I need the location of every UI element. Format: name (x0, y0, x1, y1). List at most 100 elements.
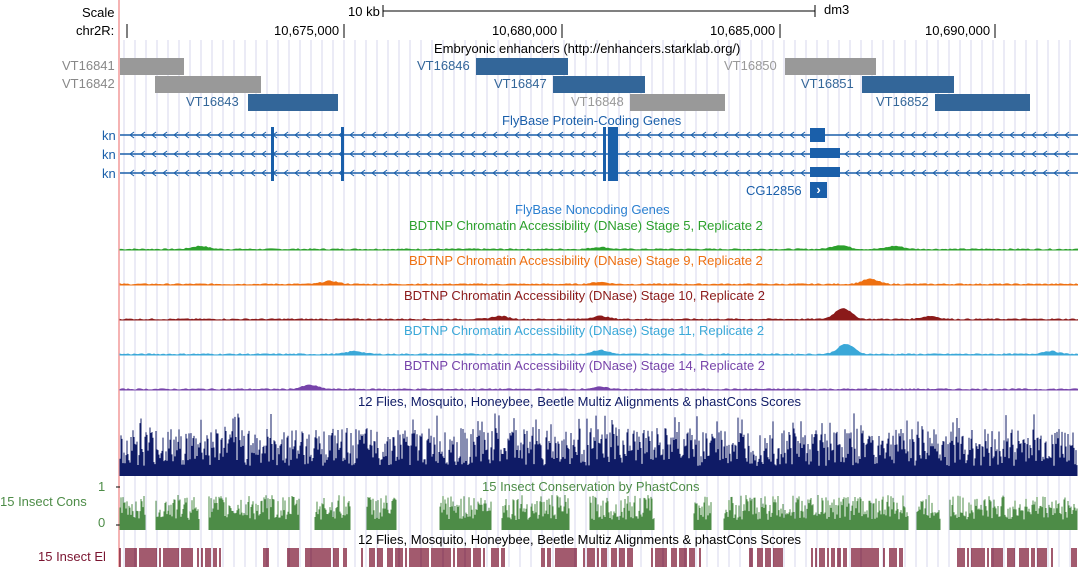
tick-label: 10,675,000 (274, 23, 340, 38)
elements-left-label[interactable]: 15 Insect El (38, 549, 106, 564)
phastcons-track-title[interactable]: 15 Insect Conservation by PhastCons (482, 479, 700, 494)
strand-arrow (1020, 150, 1026, 158)
phastcons-max-label: 1 (98, 479, 106, 494)
strand-arrow (778, 131, 784, 139)
strand-arrow (723, 169, 729, 177)
strand-arrow (514, 131, 520, 139)
noncoding-track-title[interactable]: FlyBase Noncoding Genes (515, 202, 670, 217)
strand-arrow (261, 150, 267, 158)
strand-arrow (877, 131, 883, 139)
strand-arrow (800, 131, 806, 139)
enhancers-left-label[interactable]: VT16842 (62, 76, 115, 91)
enhancers-track-title[interactable]: Embryonic enhancers (http://enhancers.st… (434, 41, 741, 56)
enhancer-box (120, 58, 184, 75)
enhancer-label[interactable]: VT16850 (724, 58, 777, 73)
strand-arrow (492, 150, 498, 158)
strand-arrow (844, 169, 850, 177)
assembly-label: dm3 (824, 2, 850, 17)
gene-label-cg12856[interactable]: CG12856 (746, 183, 802, 198)
transcript-label[interactable]: kn (102, 128, 116, 143)
strand-arrow (668, 131, 674, 139)
dnase-track-title[interactable]: BDTNP Chromatin Accessibility (DNase) St… (404, 288, 766, 303)
strand-arrow (778, 169, 784, 177)
strand-arrow (756, 169, 762, 177)
tick-label: 10,685,000 (710, 23, 776, 38)
dnase-track-title[interactable]: BDTNP Chromatin Accessibility (DNase) St… (404, 358, 766, 373)
dnase-track-title[interactable]: BDTNP Chromatin Accessibility (DNase) St… (404, 323, 765, 338)
strand-arrow (1020, 131, 1026, 139)
strand-arrow (965, 169, 971, 177)
strand-arrow (734, 169, 740, 177)
enhancer-label[interactable]: VT16852 (876, 94, 929, 109)
strand-arrow (305, 169, 311, 177)
exon (810, 167, 840, 177)
strand-arrow (789, 131, 795, 139)
strand-arrow (888, 150, 894, 158)
strand-arrow (888, 131, 894, 139)
dnase-track-title[interactable]: BDTNP Chromatin Accessibility (DNase) St… (409, 253, 763, 268)
strand-arrow (855, 169, 861, 177)
chevron-right-icon[interactable]: › (810, 182, 827, 198)
phastcons-left-label[interactable]: 15 Insect Cons (0, 494, 87, 509)
strand-arrow (481, 150, 487, 158)
enhancer-label[interactable]: VT16851 (801, 76, 854, 91)
strand-arrow (690, 131, 696, 139)
enhancer-box (155, 76, 261, 93)
dnase-signal (119, 245, 1078, 251)
strand-arrow (756, 150, 762, 158)
dnase-track-title[interactable]: BDTNP Chromatin Accessibility (DNase) St… (409, 218, 763, 233)
multiz-track-title[interactable]: 12 Flies, Mosquito, Honeybee, Beetle Mul… (358, 394, 801, 409)
strand-arrow (151, 131, 157, 139)
enhancer-label[interactable]: VT16846 (417, 58, 470, 73)
strand-arrow (591, 169, 597, 177)
enhancers-left-label[interactable]: VT16841 (62, 58, 115, 73)
enhancer-label[interactable]: VT16843 (186, 94, 239, 109)
strand-arrow (525, 169, 531, 177)
strand-arrow (1009, 169, 1015, 177)
strand-arrow (1009, 131, 1015, 139)
transcript-label[interactable]: kn (102, 166, 116, 181)
strand-arrow (382, 169, 388, 177)
strand-arrow (558, 150, 564, 158)
strand-arrow (679, 131, 685, 139)
transcript-label[interactable]: kn (102, 147, 116, 162)
elements-bars (119, 548, 1077, 567)
exon (271, 127, 274, 181)
enhancer-box (553, 76, 645, 93)
strand-arrow (470, 150, 476, 158)
phastcons-bars (119, 495, 1078, 530)
strand-arrow (646, 150, 652, 158)
strand-arrow (1064, 150, 1070, 158)
strand-arrow (679, 169, 685, 177)
strand-arrow (690, 169, 696, 177)
strand-arrow (459, 150, 465, 158)
strand-arrow (855, 131, 861, 139)
strand-arrow (558, 131, 564, 139)
enhancer-label[interactable]: VT16847 (494, 76, 547, 91)
strand-arrow (899, 131, 905, 139)
strand-arrow (657, 150, 663, 158)
strand-arrow (591, 150, 597, 158)
enhancer-box (862, 76, 954, 93)
strand-arrow (877, 169, 883, 177)
strand-arrow (162, 131, 168, 139)
strand-arrow (1031, 150, 1037, 158)
strand-arrow (393, 131, 399, 139)
strand-arrow (635, 131, 641, 139)
strand-arrow (261, 131, 267, 139)
strand-arrow (899, 169, 905, 177)
strand-arrow (547, 131, 553, 139)
dnase-signal (119, 278, 1078, 286)
enhancer-label[interactable]: VT16848 (571, 94, 624, 109)
strand-arrow (371, 169, 377, 177)
enhancer-box (476, 58, 568, 75)
strand-arrow (690, 150, 696, 158)
strand-arrow (382, 131, 388, 139)
elements-track-title[interactable]: 12 Flies, Mosquito, Honeybee, Beetle Mul… (358, 532, 801, 547)
protein-genes-track-title[interactable]: FlyBase Protein-Coding Genes (502, 113, 682, 128)
strand-arrow (503, 131, 509, 139)
strand-arrow (481, 131, 487, 139)
strand-arrow (217, 169, 223, 177)
strand-arrow (921, 150, 927, 158)
strand-arrow (1053, 169, 1059, 177)
